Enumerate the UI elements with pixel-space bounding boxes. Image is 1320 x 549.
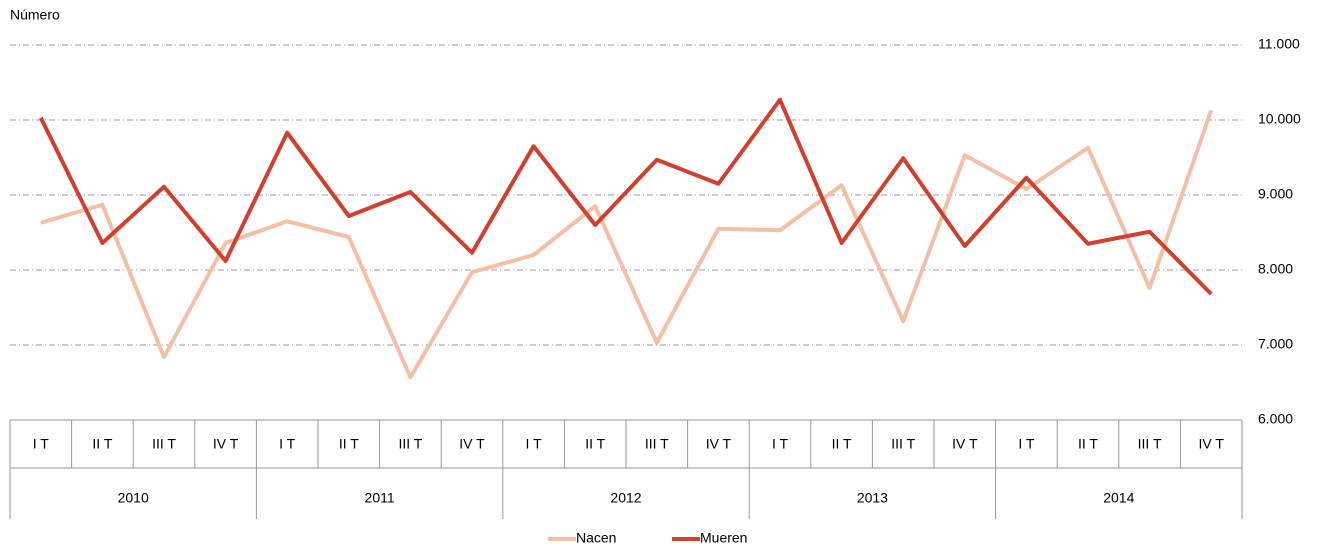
series-line <box>40 109 1214 380</box>
x-tick-label: III T <box>891 436 915 452</box>
legend-label: Mueren <box>700 530 747 546</box>
year-label: 2011 <box>365 490 395 506</box>
x-tick-label: I T <box>526 436 543 452</box>
year-label: 2010 <box>118 490 149 506</box>
x-tick-label: IV T <box>213 436 239 452</box>
x-tick-label: IV T <box>952 436 978 452</box>
x-tick-label: II T <box>585 436 605 452</box>
x-tick-label: I T <box>279 436 296 452</box>
year-label: 2012 <box>610 490 641 506</box>
x-tick-label: II T <box>339 436 359 452</box>
x-tick-label: II T <box>92 436 112 452</box>
y-axis-label: Número <box>10 7 60 23</box>
x-tick-label: III T <box>1138 436 1162 452</box>
y-tick-label: 9.000 <box>1258 186 1293 202</box>
x-tick-label: IV T <box>706 436 732 452</box>
x-tick-label: II T <box>832 436 852 452</box>
x-tick-label: IV T <box>1198 436 1224 452</box>
x-tick-label: I T <box>33 436 50 452</box>
y-tick-label: 10.000 <box>1258 111 1301 127</box>
x-tick-label: III T <box>645 436 669 452</box>
y-tick-label: 11.000 <box>1258 36 1300 52</box>
y-tick-label: 8.000 <box>1258 261 1293 277</box>
x-tick-label: III T <box>398 436 422 452</box>
y-tick-label: 6.000 <box>1258 411 1293 427</box>
legend-label: Nacen <box>576 530 616 546</box>
year-label: 2014 <box>1103 490 1134 506</box>
x-tick-label: I T <box>772 436 789 452</box>
x-tick-label: I T <box>1018 436 1035 452</box>
series-line <box>39 97 1213 296</box>
year-label: 2013 <box>857 490 888 506</box>
x-tick-label: III T <box>152 436 176 452</box>
y-tick-label: 7.000 <box>1258 336 1293 352</box>
x-tick-label: II T <box>1078 436 1098 452</box>
x-tick-label: IV T <box>459 436 485 452</box>
